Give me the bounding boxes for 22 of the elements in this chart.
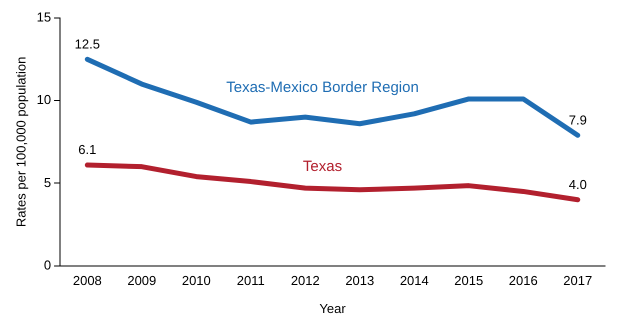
x-tick-label: 2013	[345, 273, 374, 288]
x-tick-label: 2012	[290, 273, 320, 288]
series-label: Texas	[302, 158, 342, 175]
x-tick-label: 2011	[236, 273, 265, 288]
x-tick-label: 2008	[72, 273, 102, 288]
data-label: 12.5	[74, 36, 100, 52]
y-tick-label: 10	[36, 92, 52, 108]
x-tick-label: 2014	[400, 273, 429, 288]
y-tick-label: 0	[44, 257, 52, 272]
x-axis-title: Year	[319, 300, 346, 316]
x-tick-label: 2015	[454, 273, 484, 288]
x-tick-label: 2017	[563, 273, 592, 288]
y-tick-label: 15	[36, 10, 52, 25]
x-tick-label: 2016	[508, 273, 538, 288]
y-tick-label: 5	[44, 174, 52, 190]
x-tick-label: 2010	[182, 273, 211, 288]
data-label: 4.0	[568, 176, 587, 192]
data-label: 7.9	[568, 112, 587, 128]
data-label: 6.1	[78, 142, 96, 158]
series-label: Texas-Mexico Border Region	[226, 78, 419, 96]
y-axis-title: Rates per 100,000 population	[13, 56, 28, 228]
x-tick-label: 2009	[127, 273, 156, 288]
